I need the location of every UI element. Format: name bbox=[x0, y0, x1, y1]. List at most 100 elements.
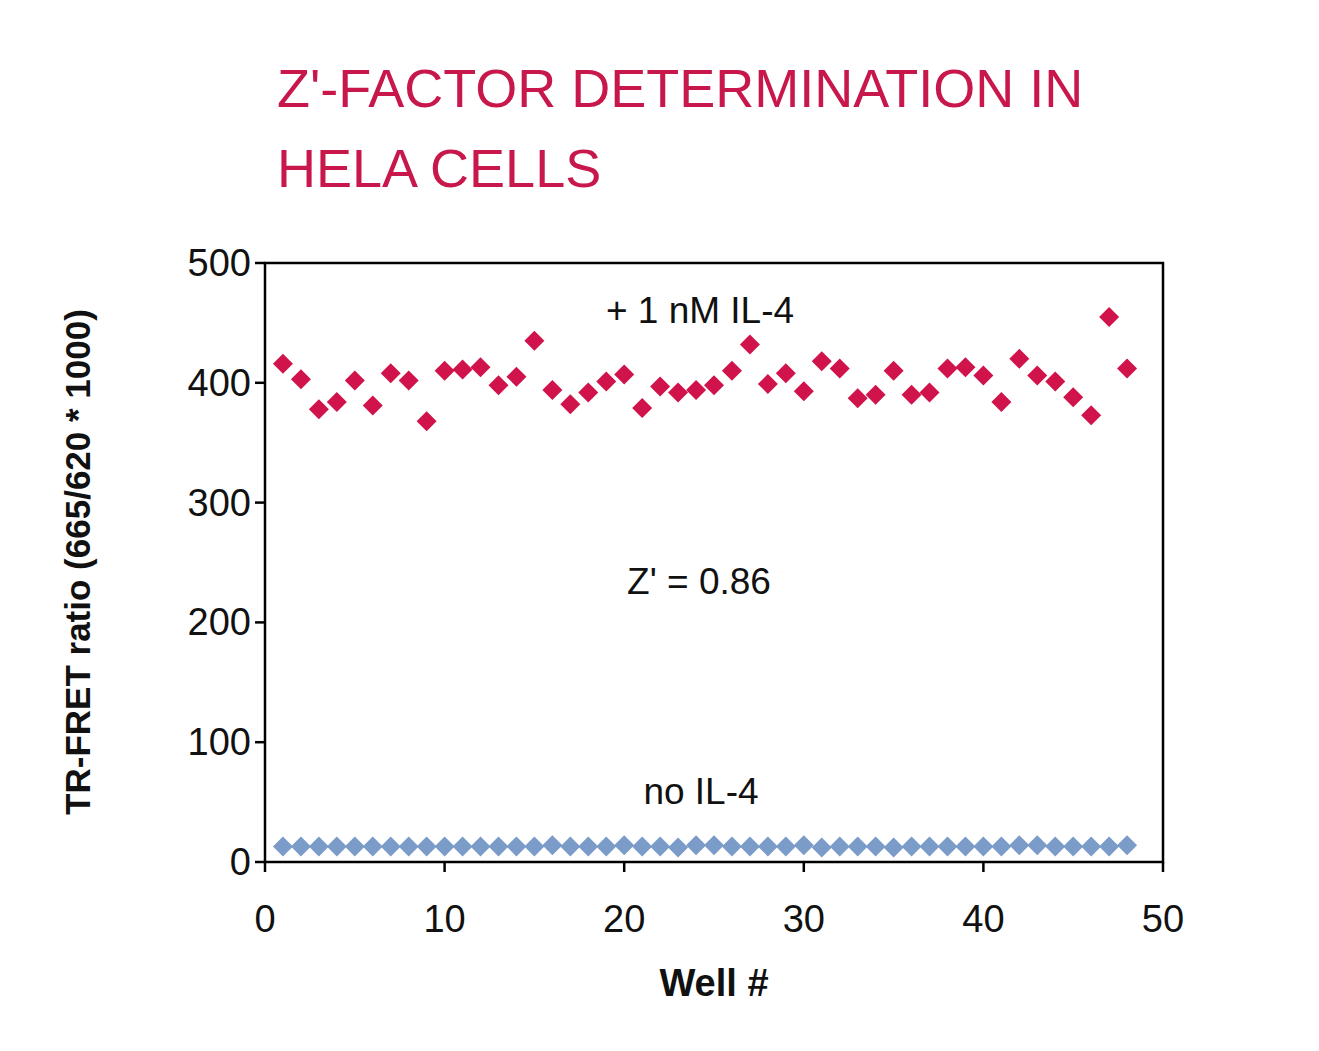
point bbox=[776, 363, 796, 383]
point bbox=[866, 385, 886, 405]
point bbox=[309, 399, 329, 419]
point bbox=[830, 836, 850, 856]
y-tick bbox=[255, 621, 265, 624]
point bbox=[973, 366, 993, 386]
x-tick bbox=[264, 862, 267, 872]
point bbox=[1081, 836, 1101, 856]
point bbox=[471, 836, 491, 856]
x-axis-label: Well # bbox=[659, 962, 768, 1004]
y-tick-label: 0 bbox=[230, 841, 251, 883]
point bbox=[273, 836, 293, 856]
point bbox=[542, 380, 562, 400]
point bbox=[740, 334, 760, 354]
point bbox=[794, 835, 814, 855]
y-tick bbox=[255, 861, 265, 864]
point bbox=[758, 374, 778, 394]
point bbox=[596, 372, 616, 392]
point bbox=[524, 331, 544, 351]
x-tick-label: 0 bbox=[254, 898, 275, 940]
point bbox=[668, 382, 688, 402]
point bbox=[345, 370, 365, 390]
point bbox=[686, 380, 706, 400]
point bbox=[704, 375, 724, 395]
point bbox=[435, 361, 455, 381]
point bbox=[794, 381, 814, 401]
point bbox=[920, 836, 940, 856]
series-label: no IL-4 bbox=[643, 771, 758, 812]
point bbox=[722, 836, 742, 856]
point bbox=[1099, 307, 1119, 327]
y-tick bbox=[255, 382, 265, 385]
point bbox=[488, 375, 508, 395]
points bbox=[273, 307, 1137, 858]
point bbox=[1027, 835, 1047, 855]
point bbox=[991, 836, 1011, 856]
y-tick-label: 300 bbox=[188, 482, 251, 524]
y-tick-label: 100 bbox=[188, 721, 251, 763]
point bbox=[506, 367, 526, 387]
x-tick bbox=[803, 862, 806, 872]
point bbox=[560, 394, 580, 414]
point bbox=[937, 358, 957, 378]
point bbox=[399, 836, 419, 856]
point bbox=[1009, 835, 1029, 855]
point bbox=[902, 385, 922, 405]
y-tick bbox=[255, 262, 265, 265]
point bbox=[345, 836, 365, 856]
x-tick bbox=[623, 862, 626, 872]
x-tick-label: 40 bbox=[962, 898, 1004, 940]
point bbox=[488, 836, 508, 856]
point bbox=[991, 392, 1011, 412]
chart: 010020030040050001020304050Well #TR-FRET… bbox=[0, 0, 1319, 1051]
series-label: + 1 nM IL-4 bbox=[606, 290, 794, 331]
point bbox=[363, 396, 383, 416]
point bbox=[1099, 836, 1119, 856]
point bbox=[363, 836, 383, 856]
x-tick bbox=[1162, 862, 1165, 872]
point bbox=[542, 835, 562, 855]
point bbox=[596, 836, 616, 856]
point bbox=[973, 836, 993, 856]
y-axis-label: TR-FRET ratio (665/620 * 1000) bbox=[58, 309, 97, 815]
y-tick bbox=[255, 741, 265, 744]
point bbox=[884, 361, 904, 381]
point bbox=[812, 351, 832, 371]
x-tick-label: 20 bbox=[603, 898, 645, 940]
point bbox=[453, 836, 473, 856]
point bbox=[1063, 836, 1083, 856]
point bbox=[1063, 387, 1083, 407]
point bbox=[327, 392, 347, 412]
point bbox=[830, 358, 850, 378]
point bbox=[1009, 349, 1029, 369]
annotation: Z' = 0.86 bbox=[627, 561, 771, 602]
point bbox=[848, 388, 868, 408]
point bbox=[776, 836, 796, 856]
point bbox=[650, 376, 670, 396]
point bbox=[1027, 366, 1047, 386]
point bbox=[1117, 358, 1137, 378]
point bbox=[668, 838, 688, 858]
point bbox=[632, 398, 652, 418]
point bbox=[309, 836, 329, 856]
point bbox=[506, 836, 526, 856]
point bbox=[560, 836, 580, 856]
x-tick-label: 10 bbox=[423, 898, 465, 940]
point bbox=[435, 836, 455, 856]
y-tick-label: 400 bbox=[188, 362, 251, 404]
point bbox=[884, 838, 904, 858]
point bbox=[578, 836, 598, 856]
point bbox=[524, 836, 544, 856]
point bbox=[812, 838, 832, 858]
y-tick-label: 200 bbox=[188, 601, 251, 643]
point bbox=[704, 835, 724, 855]
point bbox=[722, 361, 742, 381]
point bbox=[453, 360, 473, 380]
point bbox=[1117, 835, 1137, 855]
point bbox=[273, 354, 293, 374]
point bbox=[866, 836, 886, 856]
point bbox=[578, 382, 598, 402]
point bbox=[327, 836, 347, 856]
point bbox=[614, 364, 634, 384]
point bbox=[1045, 372, 1065, 392]
point bbox=[417, 411, 437, 431]
